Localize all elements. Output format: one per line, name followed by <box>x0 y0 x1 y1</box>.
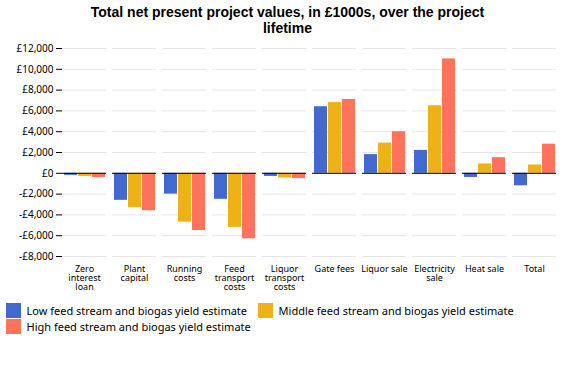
svg-text:Feedtransportcosts: Feedtransportcosts <box>215 262 255 293</box>
svg-text:Liquor sale: Liquor sale <box>361 262 407 275</box>
svg-text:Heat sale: Heat sale <box>465 262 504 275</box>
svg-text:Zerointerestloan: Zerointerestloan <box>68 262 101 293</box>
svg-text:£0: £0 <box>42 166 54 180</box>
svg-text:-£8,000: -£8,000 <box>19 249 54 263</box>
svg-text:-£4,000: -£4,000 <box>19 207 54 221</box>
svg-text:£6,000: £6,000 <box>22 103 54 117</box>
svg-text:Runningcosts: Runningcosts <box>167 262 203 284</box>
html-text:Total net present project valu: Total net present project values, in £10… <box>90 4 485 36</box>
svg-text:£8,000: £8,000 <box>22 82 54 96</box>
svg-text:£2,000: £2,000 <box>22 145 54 159</box>
svg-text:Liquortransportcosts: Liquortransportcosts <box>265 262 305 293</box>
svg-text:£10,000: £10,000 <box>17 62 54 76</box>
svg-text:Plantcapital: Plantcapital <box>121 262 149 284</box>
svg-text:-£6,000: -£6,000 <box>19 228 54 242</box>
html-text:Low feed stream and biogas yie: Low feed stream and biogas yield estimat… <box>26 302 248 318</box>
svg-text:Electricitysale: Electricitysale <box>414 262 455 284</box>
svg-text:£4,000: £4,000 <box>22 124 54 138</box>
svg-text:Gate fees: Gate fees <box>315 262 355 275</box>
svg-text:Total: Total <box>524 262 544 275</box>
html-text:High feed stream and biogas yi: High feed stream and biogas yield estima… <box>26 319 251 335</box>
svg-text:-£2,000: -£2,000 <box>19 186 54 200</box>
html-text:Middle feed stream and biogas: Middle feed stream and biogas yield esti… <box>278 302 514 318</box>
svg-text:£12,000: £12,000 <box>17 41 54 55</box>
